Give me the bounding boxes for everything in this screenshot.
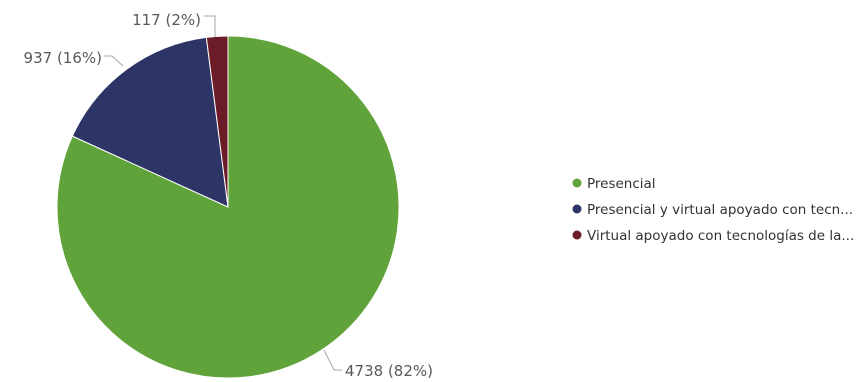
leader-line-virtual — [204, 15, 216, 37]
legend-item-presencial[interactable]: Presencial — [572, 176, 656, 192]
data-label-presencial-y-virtual: 937 (16%) — [24, 49, 102, 67]
legend-label-presencial: Presencial — [587, 176, 656, 192]
data-labels: 4738 (82%) 937 (16%) 117 (2%) — [24, 11, 433, 380]
legend-label-virtual: Virtual apoyado con tecnologías de la... — [587, 228, 854, 244]
leader-lines — [104, 15, 342, 371]
data-label-presencial: 4738 (82%) — [345, 362, 433, 380]
legend: Presencial Presencial y virtual apoyado … — [572, 176, 855, 244]
leader-line-presencial-y-virtual — [104, 55, 124, 67]
legend-marker-virtual — [572, 230, 582, 240]
data-label-virtual: 117 (2%) — [132, 11, 201, 29]
legend-marker-presencial — [572, 178, 582, 188]
pie-slices — [56, 35, 400, 379]
leader-line-presencial — [323, 349, 342, 371]
legend-item-presencial-y-virtual[interactable]: Presencial y virtual apoyado con tecn... — [572, 202, 854, 218]
legend-item-virtual[interactable]: Virtual apoyado con tecnologías de la... — [572, 228, 855, 244]
legend-label-presencial-y-virtual: Presencial y virtual apoyado con tecn... — [587, 202, 853, 218]
legend-marker-presencial-y-virtual — [572, 204, 582, 214]
pie-slice-virtual[interactable] — [205, 35, 229, 208]
pie-slice-presencial-y-virtual[interactable] — [71, 36, 229, 208]
